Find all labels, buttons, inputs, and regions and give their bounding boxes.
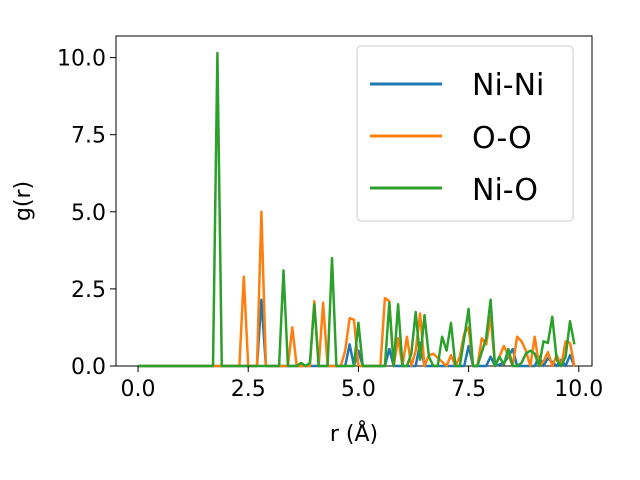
y-tick-label: 10.0 xyxy=(57,47,106,72)
y-tick-label: 7.5 xyxy=(71,124,106,149)
y-axis-label: g(r) xyxy=(11,181,36,221)
y-tick-label: 0.0 xyxy=(71,355,106,380)
legend-label-ni-o: Ni-O xyxy=(472,173,538,208)
x-tick-label: 2.5 xyxy=(231,377,266,402)
legend-box xyxy=(356,45,574,222)
x-axis-label: r (Å) xyxy=(330,420,378,447)
legend: Ni-Ni O-O Ni-O xyxy=(356,45,574,222)
x-tick-label: 10.0 xyxy=(554,377,603,402)
series-line-o-o xyxy=(138,210,576,368)
y-tick-label: 2.5 xyxy=(71,278,106,303)
series-layer xyxy=(138,51,576,368)
x-tick-label: 0.0 xyxy=(121,377,156,402)
series-line-ni-o xyxy=(138,51,576,368)
y-tick-label: 5.0 xyxy=(71,201,106,226)
x-axis-ticks: 0.0 2.5 5.0 7.5 10.0 xyxy=(121,366,603,402)
x-tick-label: 5.0 xyxy=(341,377,376,402)
legend-label-ni-ni: Ni-Ni xyxy=(472,68,544,103)
y-axis-ticks: 0.0 2.5 5.0 7.5 10.0 xyxy=(57,47,116,380)
x-tick-label: 7.5 xyxy=(451,377,486,402)
legend-label-o-o: O-O xyxy=(472,121,532,156)
